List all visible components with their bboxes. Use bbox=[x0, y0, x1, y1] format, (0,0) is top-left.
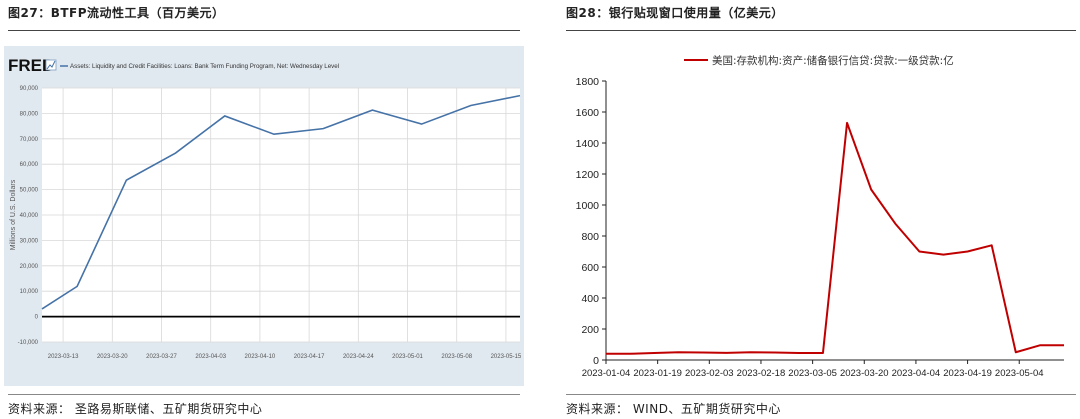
y-axis-label: Millions of U.S. Dollars bbox=[10, 179, 17, 250]
y-tick-label: 800 bbox=[581, 231, 599, 243]
x-tick-label: 2023-04-10 bbox=[245, 354, 276, 360]
x-tick-label: 2023-02-03 bbox=[685, 368, 734, 379]
x-tick-label: 2023-04-04 bbox=[892, 368, 941, 379]
right-source: 资料来源： WIND、五矿期货研究中心 bbox=[566, 402, 781, 416]
y-tick-label: 1600 bbox=[576, 107, 600, 119]
y-tick-label: -10,000 bbox=[18, 340, 39, 346]
right-title-rule bbox=[566, 30, 1076, 31]
x-tick-label: 2023-02-18 bbox=[737, 368, 786, 379]
y-tick-label: 40,000 bbox=[20, 213, 39, 219]
x-tick-label: 2023-03-05 bbox=[788, 368, 837, 379]
right-discount-window-chart: 美国:存款机构:资产:储备银行信贷:贷款:一级贷款:亿 0 200 400 600 800… bbox=[576, 54, 1065, 379]
y-tick-label: 1200 bbox=[576, 169, 600, 181]
x-tick-label: 2023-04-24 bbox=[343, 354, 374, 360]
x-tick-label: 2023-01-04 bbox=[582, 368, 631, 379]
y-tick-label: 1800 bbox=[576, 76, 600, 88]
chart-title: Assets: Liquidity and Credit Facilities:… bbox=[70, 63, 339, 70]
left-fred-chart: FRED Assets: Liquidity and Credit Facilit… bbox=[4, 46, 524, 386]
y-tick-label: 20,000 bbox=[20, 264, 39, 270]
x-tick-label: 2023-05-04 bbox=[995, 368, 1044, 379]
legend-label: 美国:存款机构:资产:储备银行信贷:贷款:一级贷款:亿 bbox=[712, 54, 954, 67]
y-tick-label: 50,000 bbox=[20, 188, 39, 194]
y-tick-label: 0 bbox=[35, 315, 39, 321]
right-figure-title: 图28：银行贴现窗口使用量（亿美元） bbox=[566, 6, 784, 20]
y-tick-label: 200 bbox=[581, 324, 599, 336]
x-tick-label: 2023-03-27 bbox=[146, 354, 177, 360]
series-line-primary-credit bbox=[606, 121, 1064, 355]
y-tick-label: 400 bbox=[581, 293, 599, 305]
right-source-rule bbox=[566, 394, 1076, 395]
x-tick-label: 2023-04-19 bbox=[943, 368, 992, 379]
x-tick-label: 2023-03-13 bbox=[48, 354, 79, 360]
left-source: 资料来源： 圣路易斯联储、五矿期货研究中心 bbox=[8, 402, 263, 416]
x-tick-label: 2023-04-03 bbox=[195, 354, 226, 360]
y-tick-label: 600 bbox=[581, 262, 599, 274]
y-tick-label: 0 bbox=[593, 355, 599, 367]
x-tick-label: 2023-05-15 bbox=[491, 354, 522, 360]
x-tick-label: 2023-03-20 bbox=[97, 354, 128, 360]
y-tick-label: 60,000 bbox=[20, 162, 39, 168]
fred-logo: FRED bbox=[8, 56, 54, 75]
y-tick-label: 80,000 bbox=[20, 111, 39, 117]
x-tick-label: 2023-04-17 bbox=[294, 354, 325, 360]
fred-logo-line-icon bbox=[46, 60, 56, 70]
x-tick-label: 2023-01-19 bbox=[633, 368, 682, 379]
y-tick-label: 1000 bbox=[576, 200, 600, 212]
left-title-rule bbox=[8, 30, 520, 31]
x-tick-label: 2023-03-20 bbox=[840, 368, 889, 379]
left-source-rule bbox=[8, 394, 520, 395]
left-figure-title: 图27：BTFP流动性工具（百万美元） bbox=[8, 6, 225, 20]
y-tick-label: 70,000 bbox=[20, 137, 39, 143]
y-tick-label: 1400 bbox=[576, 138, 600, 150]
x-tick-label: 2023-05-08 bbox=[441, 354, 472, 360]
y-tick-label: 30,000 bbox=[20, 238, 39, 244]
y-tick-label: 10,000 bbox=[20, 289, 39, 295]
fred-logo-graph-icon bbox=[45, 59, 57, 71]
x-tick-label: 2023-05-01 bbox=[392, 354, 423, 360]
y-tick-label: 90,000 bbox=[20, 86, 39, 92]
